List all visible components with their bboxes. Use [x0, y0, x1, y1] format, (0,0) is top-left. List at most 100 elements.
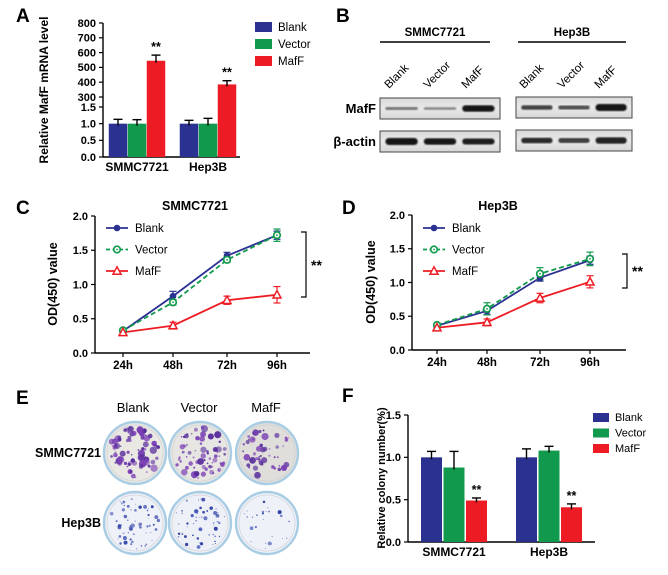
- series-maff: [119, 285, 281, 336]
- svg-text:Blank: Blank: [518, 62, 547, 91]
- legend: Blank Vector MafF: [593, 412, 647, 455]
- svg-text:Blank: Blank: [135, 223, 164, 235]
- svg-text:Blank: Blank: [615, 412, 643, 424]
- svg-text:Hep3B: Hep3B: [530, 545, 568, 559]
- bar-vector-hep3b: [198, 117, 218, 157]
- svg-text:MafF: MafF: [452, 266, 478, 278]
- svg-text:Vector: Vector: [452, 245, 485, 257]
- svg-text:1.0: 1.0: [390, 277, 405, 289]
- svg-text:1.5: 1.5: [81, 102, 96, 114]
- svg-text:SMMC7721: SMMC7721: [405, 27, 466, 39]
- svg-text:0.5: 0.5: [81, 135, 96, 147]
- svg-text:2.0: 2.0: [390, 210, 405, 222]
- legend: Blank Vector MafF: [255, 22, 311, 68]
- significance-bracket: **: [301, 231, 322, 298]
- svg-text:600: 600: [78, 47, 96, 59]
- dish-hep3b-blank: [102, 490, 168, 556]
- lane-labels: Blank Vector MafF Blank Vector MafF: [383, 59, 620, 91]
- svg-text:β-actin: β-actin: [333, 134, 376, 149]
- axes: 0.0 0.5 1.0 1.5 2.0 24h 48h 72h 96h Hep3B OD(450) …: [364, 199, 626, 369]
- svg-text:300: 300: [78, 92, 96, 104]
- panel-a-label: A: [16, 6, 30, 27]
- panel-e-label: E: [16, 388, 29, 409]
- axes: 0.0 0.5 1.0 1.5 2.0 24h 48h 72h 96h SMMC7721 OD(45…: [46, 199, 310, 372]
- panel-b: B SMMC7721 Hep3B Blank Vector MafF Blank Vecto…: [330, 0, 668, 188]
- svg-text:OD(450) value: OD(450) value: [364, 240, 378, 323]
- svg-text:Blank: Blank: [383, 62, 412, 91]
- svg-text:1.0: 1.0: [81, 118, 96, 130]
- svg-text:1.0: 1.0: [73, 279, 88, 291]
- svg-text:SMMC7721: SMMC7721: [422, 545, 486, 559]
- bar-maff-smmc7721: **: [146, 40, 166, 157]
- svg-text:Vector: Vector: [135, 245, 168, 257]
- svg-text:Relative MafF mRNA level: Relative MafF mRNA level: [37, 17, 51, 164]
- svg-text:96h: 96h: [267, 360, 287, 372]
- bar-vector-smmc7721: [127, 118, 147, 157]
- dish-smmc7721-blank: [102, 420, 168, 486]
- svg-text:**: **: [632, 263, 643, 279]
- panel-f-label: F: [342, 386, 354, 407]
- svg-text:**: **: [472, 483, 482, 497]
- svg-text:Blank: Blank: [452, 223, 481, 235]
- svg-text:Hep3B: Hep3B: [189, 160, 227, 174]
- svg-text:MafF: MafF: [135, 266, 161, 278]
- dish-hep3b-maff: [234, 490, 300, 556]
- svg-text:0.0: 0.0: [81, 152, 96, 164]
- svg-text:Vector: Vector: [615, 428, 647, 440]
- svg-text:Blank: Blank: [278, 22, 307, 34]
- bar-vector-hep3b: [538, 445, 560, 542]
- svg-text:1.5: 1.5: [390, 244, 405, 256]
- svg-text:MafF: MafF: [346, 101, 376, 116]
- significance-bracket: **: [622, 253, 643, 289]
- dish-row-smmc7721: SMMC7721: [35, 420, 300, 486]
- cell-line-headers: SMMC7721 Hep3B: [380, 27, 626, 43]
- panel-c-line-chart: 0.0 0.5 1.0 1.5 2.0 24h 48h 72h 96h SMMC7721 OD(45…: [46, 199, 322, 372]
- legend: Blank Vector MafF: [423, 223, 485, 278]
- svg-text:SMMC7721: SMMC7721: [35, 446, 101, 460]
- svg-text:**: **: [311, 257, 322, 273]
- svg-text:1.5: 1.5: [73, 245, 88, 257]
- series-vector: [433, 251, 594, 328]
- svg-text:Vector: Vector: [278, 39, 311, 51]
- panel-e: E Blank Vector MafF SMMC7721 Hep3B: [0, 378, 330, 575]
- svg-text:24h: 24h: [427, 357, 447, 369]
- svg-text:0.5: 0.5: [390, 311, 405, 323]
- panel-e-colony-dishes: Blank Vector MafF SMMC7721 Hep3B: [35, 400, 300, 556]
- svg-text:0.0: 0.0: [386, 537, 401, 549]
- dish-smmc7721-maff: [234, 420, 300, 486]
- panel-d-line-chart: 0.0 0.5 1.0 1.5 2.0 24h 48h 72h 96h Hep3B OD(450) …: [364, 199, 643, 369]
- svg-text:**: **: [222, 66, 232, 80]
- bar-blank-smmc7721: [421, 450, 442, 542]
- column-labels: Blank Vector MafF: [117, 400, 281, 415]
- svg-text:MafF: MafF: [278, 56, 304, 68]
- svg-text:Vector: Vector: [181, 400, 219, 415]
- svg-text:800: 800: [78, 18, 96, 30]
- panel-d-label: D: [342, 198, 356, 219]
- svg-text:48h: 48h: [163, 360, 183, 372]
- legend: Blank Vector MafF: [106, 223, 168, 278]
- bar-blank-hep3b: [179, 119, 199, 157]
- bar-maff-smmc7721: **: [466, 483, 487, 542]
- svg-text:MafF: MafF: [251, 400, 281, 415]
- svg-text:Hep3B: Hep3B: [554, 27, 590, 39]
- bar-maff-hep3b: **: [561, 489, 582, 542]
- svg-text:Hep3B: Hep3B: [478, 199, 518, 213]
- svg-text:**: **: [567, 489, 577, 503]
- svg-text:Hep3B: Hep3B: [61, 516, 101, 530]
- svg-text:2.0: 2.0: [73, 211, 88, 223]
- bar-maff-hep3b: **: [217, 66, 237, 157]
- panel-d: D 0.0 0.5 1.0 1.5 2.0 24h 48h 72h 96h Hep3B OD(450…: [330, 188, 668, 378]
- panel-f: F 0.0 0.5 1.0 1.5 Relative colony number(%) S…: [330, 378, 668, 575]
- bar-blank-hep3b: [516, 448, 537, 542]
- svg-text:Relative colony number(%): Relative colony number(%): [376, 407, 388, 549]
- svg-text:700: 700: [78, 33, 96, 45]
- svg-text:MafF: MafF: [615, 443, 640, 455]
- markers-maff: [117, 288, 283, 337]
- markers-maff: [431, 276, 596, 332]
- svg-text:400: 400: [78, 77, 96, 89]
- svg-text:0.0: 0.0: [390, 345, 405, 357]
